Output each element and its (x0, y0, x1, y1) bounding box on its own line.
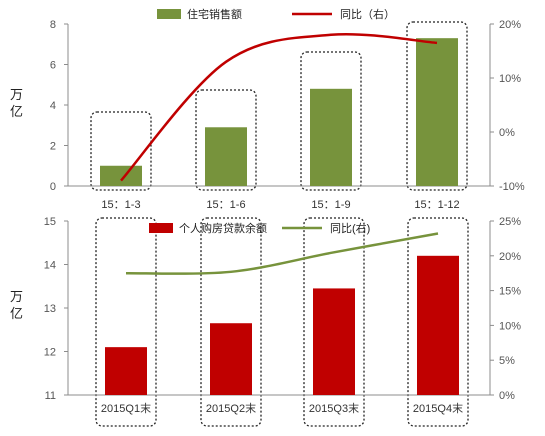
legend-label-bar: 住宅销售额 (187, 7, 242, 21)
bar-2 (210, 323, 252, 395)
bar-1 (100, 165, 142, 186)
category-highlight-box (406, 21, 468, 191)
category-label: 2015Q4末 (413, 401, 463, 415)
category-label: 2015Q1末 (101, 401, 151, 415)
legend-swatch-bar (157, 9, 181, 19)
y-axis-unit-label-part: 亿 (10, 307, 23, 322)
category-highlight-box (303, 217, 365, 427)
left-tick-label: 14 (44, 260, 56, 272)
right-tick-label: 0% (499, 127, 515, 139)
right-tick-label: 20% (499, 19, 521, 31)
legend-swatch-bar (149, 223, 173, 233)
y-axis-unit-label-part: 万 (10, 290, 23, 305)
right-tick-label: 25% (499, 216, 521, 228)
bar-4 (417, 255, 459, 395)
legend-label-bar: 个人购房贷款余额 (179, 221, 267, 235)
series-line (125, 232, 439, 275)
left-tick-label: 13 (44, 303, 56, 315)
right-tick-label: 20% (499, 251, 521, 263)
left-tick-label: 0 (50, 181, 56, 193)
category-label: 15：1-6 (206, 199, 245, 211)
legend-label-line: 同比（右） (340, 7, 395, 21)
right-tick-label: 15% (499, 286, 521, 298)
category-highlight-box (200, 217, 262, 427)
bar-3 (310, 88, 352, 186)
bar-4 (416, 38, 458, 186)
right-tick-label: 10% (499, 73, 521, 85)
right-tick-label: 5% (499, 355, 515, 367)
category-highlight-box (90, 111, 152, 191)
category-label: 2015Q2末 (206, 401, 256, 415)
right-tick-label: 0% (499, 390, 515, 402)
right-tick-label: -10% (499, 181, 525, 193)
series-line (120, 32, 438, 182)
left-tick-label: 15 (44, 216, 56, 228)
left-tick-label: 12 (44, 347, 56, 359)
category-highlight-box (300, 51, 362, 191)
category-highlight-box (95, 217, 157, 427)
category-highlight-box (195, 89, 257, 191)
left-tick-label: 2 (50, 141, 56, 153)
category-highlight-box (407, 217, 469, 427)
category-label: 15：1-3 (101, 199, 140, 211)
category-label: 15：1-12 (414, 199, 459, 211)
category-label: 2015Q3末 (309, 401, 359, 415)
right-tick-label: 10% (499, 320, 521, 332)
legend-label-line: 同比(右) (330, 221, 370, 235)
left-tick-label: 6 (50, 60, 56, 72)
left-tick-label: 4 (50, 100, 56, 112)
chart-panel-2: 11 12 13 14 15 0% 5% 10% 15% 20% 25% 万亿 2015Q1末 2015Q… (10, 216, 521, 427)
category-label: 15：1-9 (311, 199, 350, 211)
y-axis-unit-label-part: 万 (10, 88, 23, 103)
chart-panel-1: 0 2 4 6 8 -10% 0% 10% 20% 万亿 15：1-3 15：1-6 15：1-9 15：… (10, 7, 525, 211)
left-tick-label: 8 (50, 19, 56, 31)
bar-3 (313, 288, 355, 395)
bar-1 (105, 347, 147, 395)
left-tick-label: 11 (45, 390, 56, 402)
y-axis-unit-label-part: 亿 (10, 105, 23, 120)
bar-2 (205, 127, 247, 186)
